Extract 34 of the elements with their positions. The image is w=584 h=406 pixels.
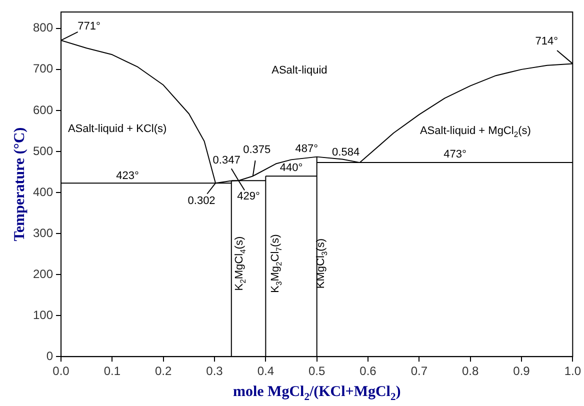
y-tick-label: 600 <box>32 102 54 117</box>
annotation: 0.302 <box>188 195 216 208</box>
x-tick-label: 0.3 <box>206 364 224 378</box>
x-tick-label: 0.5 <box>308 364 326 378</box>
x-tick-label: 1.0 <box>564 364 582 378</box>
y-tick-label: 700 <box>32 62 54 76</box>
y-tick-label: 200 <box>32 266 54 281</box>
y-tick-label: 500 <box>32 144 54 158</box>
y-tick-label: 300 <box>32 226 54 240</box>
annotation: 771° <box>78 20 100 32</box>
y-tick-label: 0 <box>46 348 54 363</box>
annotation: 423° <box>116 170 139 182</box>
annotation: 440° <box>280 162 303 174</box>
annotation: 0.584 <box>332 146 360 159</box>
x-tick-label: 0.0 <box>52 364 70 378</box>
x-tick-label: 0.6 <box>360 364 377 378</box>
x-tick-label: 0.2 <box>155 364 172 378</box>
x-tick-label: 0.8 <box>462 364 479 378</box>
annotation: 714° <box>535 36 558 48</box>
x-tick-label: 0.7 <box>410 364 428 378</box>
x-tick-label: 0.9 <box>513 364 530 378</box>
y-tick-label: 800 <box>32 20 54 35</box>
annotation: ASalt-liquid <box>272 64 328 77</box>
annotation: 487° <box>295 142 318 155</box>
x-tick-label: 0.1 <box>104 364 121 378</box>
annotation: 473° <box>444 148 466 161</box>
annotation: 0.347 <box>212 154 240 167</box>
y-tick-label: 100 <box>32 308 54 322</box>
y-axis-title: Temperature (°C) <box>12 127 28 242</box>
y-tick-label: 400 <box>32 184 54 199</box>
x-tick-label: 0.4 <box>257 364 274 378</box>
annotation: 429° <box>237 190 260 203</box>
annotation: 0.375 <box>243 144 271 156</box>
annotation: ASalt-liquid + KCl(s) <box>68 123 167 136</box>
